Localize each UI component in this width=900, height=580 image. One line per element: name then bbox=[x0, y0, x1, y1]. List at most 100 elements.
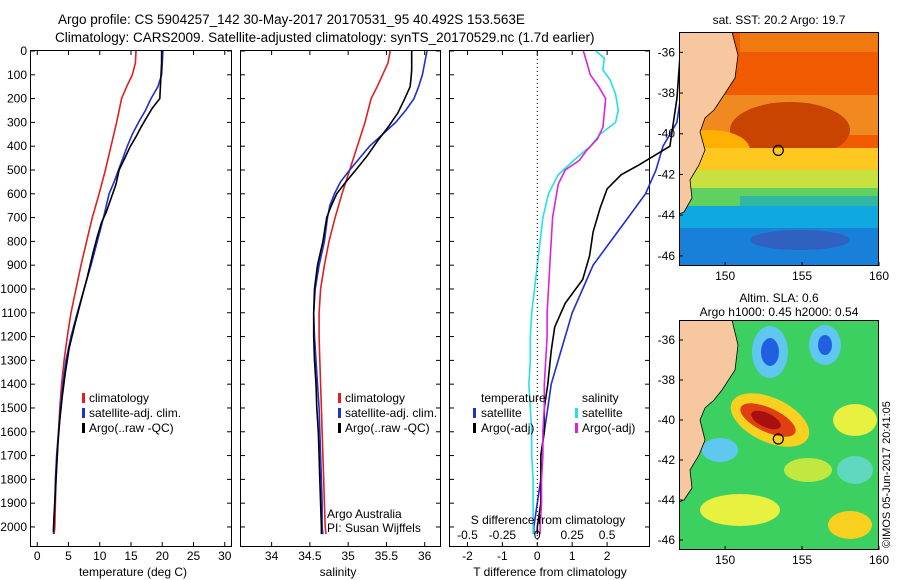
series-line-salinity-satellite bbox=[528, 50, 620, 535]
x-tick-label: 0 bbox=[34, 549, 41, 563]
legend-swatch-temp-argo bbox=[473, 423, 476, 433]
y-tick-label: 300 bbox=[7, 115, 27, 129]
x-tick-label: -2 bbox=[462, 549, 473, 563]
x-tick-label: 36 bbox=[418, 549, 432, 563]
y-tick-label: 200 bbox=[7, 92, 27, 106]
y-tick-label: 700 bbox=[7, 211, 27, 225]
sst-map-image bbox=[679, 32, 879, 266]
legend-clim-label: climatology bbox=[345, 391, 405, 405]
sla-map-subtitle: Argo h1000: 0.45 h2000: 0.54 bbox=[700, 305, 859, 319]
map-y-tick-label: -36 bbox=[658, 45, 676, 59]
y-tick-label: 1800 bbox=[0, 472, 27, 486]
s-tick-label: 0 bbox=[534, 528, 541, 542]
legend-sat-label: satellite-adj. clim. bbox=[345, 406, 437, 420]
series-line-climatology bbox=[53, 50, 137, 535]
x-tick-label: 34.5 bbox=[298, 549, 322, 563]
map-y-tick-label: -46 bbox=[658, 249, 676, 263]
x-tick-label: 10 bbox=[93, 549, 107, 563]
argo-position-marker bbox=[772, 433, 784, 445]
y-tick-label: 1100 bbox=[1, 306, 27, 320]
x-tick-label: 15 bbox=[124, 549, 138, 563]
legend-sat-label: satellite-adj. clim. bbox=[89, 406, 181, 420]
y-tick-label: 1900 bbox=[0, 496, 27, 510]
legend-sal-header: salinity bbox=[582, 391, 619, 405]
sst-map-ticks: 150 155 160 -36 -38 -40 -42 -44 -46 bbox=[658, 45, 890, 283]
difference-axes bbox=[449, 50, 650, 547]
map-x-tick-label: 160 bbox=[869, 269, 889, 283]
header-line2: Climatology: CARS2009. Satellite-adjuste… bbox=[55, 30, 595, 45]
y-tick-label: 800 bbox=[7, 234, 27, 248]
y-tick-label: 0 bbox=[20, 44, 27, 58]
y-tick-label: 1600 bbox=[0, 425, 27, 439]
legend-swatch-sal-sat bbox=[575, 408, 578, 418]
x-tick-label: 34 bbox=[265, 549, 279, 563]
map-y-tick-label: -44 bbox=[658, 493, 676, 507]
map-y-tick-label: -40 bbox=[658, 413, 676, 427]
x-tick-label: 1 bbox=[569, 549, 576, 563]
salinity-axes bbox=[240, 50, 441, 547]
s-tick-label: -0.25 bbox=[489, 528, 517, 542]
series-line-argo-raw-qc- bbox=[312, 51, 413, 535]
y-tick-label: 900 bbox=[7, 258, 27, 272]
sla-map-frame bbox=[679, 320, 879, 550]
y-tick-label: 1400 bbox=[0, 377, 27, 391]
legend-temp-sat: satellite bbox=[481, 406, 522, 420]
x-tick-label: 35 bbox=[341, 549, 355, 563]
temperature-legend: climatology satellite-adj. clim. Argo(..… bbox=[82, 391, 181, 435]
difference-plot: -2 -1 0 1 2 -0.5 -0.25 0 0.25 0.5 bbox=[450, 50, 689, 563]
temperature-plot: 0 5 10 15 20 25 300100200300400500600700800900… bbox=[0, 44, 231, 563]
map-x-tick-label: 155 bbox=[792, 553, 812, 567]
y-tick-label: 1000 bbox=[0, 282, 27, 296]
legend-argo-label: Argo(..raw -QC) bbox=[89, 421, 174, 435]
legend-swatch-sat bbox=[338, 408, 341, 418]
y-tick-label: 1700 bbox=[0, 449, 27, 463]
difference-legend-salinity: salinity satellite Argo(-adj) bbox=[575, 391, 635, 435]
x-tick-label: 20 bbox=[156, 549, 170, 563]
y-tick-label: 600 bbox=[7, 187, 27, 201]
y-tick-label: 100 bbox=[7, 68, 27, 82]
s-tick-label: 0.25 bbox=[561, 528, 585, 542]
x-tick-label: 35.5 bbox=[375, 549, 399, 563]
sla-map-image bbox=[679, 320, 879, 550]
map-y-tick-label: -38 bbox=[658, 373, 676, 387]
series-line-satellite-adj-clim- bbox=[52, 50, 164, 535]
map-y-tick-label: -40 bbox=[658, 127, 676, 141]
x-tick-label: 25 bbox=[187, 549, 201, 563]
x-tick-label: 5 bbox=[65, 549, 72, 563]
argo-position-marker bbox=[772, 144, 784, 156]
legend-swatch-sat bbox=[82, 408, 85, 418]
legend-swatch-temp-sat bbox=[473, 408, 476, 418]
legend-clim-label: climatology bbox=[89, 391, 149, 405]
legend-temp-argo: Argo(-adj) bbox=[481, 421, 534, 435]
legend-swatch-sal-argo bbox=[575, 423, 578, 433]
map-x-tick-label: 150 bbox=[715, 553, 735, 567]
map-y-tick-label: -38 bbox=[658, 86, 676, 100]
y-tick-label: 1300 bbox=[0, 353, 27, 367]
temperature-xlabel: temperature (deg C) bbox=[79, 565, 187, 579]
y-tick-label: 1200 bbox=[0, 330, 27, 344]
s-tick-label: -0.5 bbox=[457, 528, 478, 542]
map-y-tick-label: -46 bbox=[658, 533, 676, 547]
temperature-axes bbox=[30, 50, 232, 547]
legend-temp-header: temperature bbox=[481, 391, 546, 405]
map-x-tick-label: 155 bbox=[792, 269, 812, 283]
credit-institution: Argo Australia bbox=[327, 507, 402, 521]
y-tick-label: 400 bbox=[7, 139, 27, 153]
difference-top-label: S difference from climatology bbox=[471, 513, 626, 527]
y-tick-label: 1500 bbox=[0, 401, 27, 415]
legend-argo-label: Argo(..raw -QC) bbox=[345, 421, 430, 435]
s-tick-label: 0.5 bbox=[599, 528, 616, 542]
y-tick-label: 2000 bbox=[0, 520, 27, 534]
legend-swatch-argo bbox=[82, 423, 85, 433]
map-y-tick-label: -44 bbox=[658, 208, 676, 222]
sst-map-frame bbox=[679, 32, 879, 266]
legend-swatch-clim bbox=[82, 393, 85, 403]
sla-map-title: Altim. SLA: 0.6 bbox=[739, 291, 819, 305]
header-line1: Argo profile: CS 5904257_142 30-May-2017… bbox=[58, 12, 525, 27]
map-y-tick-label: -36 bbox=[658, 333, 676, 347]
salinity-legend: climatology satellite-adj. clim. Argo(..… bbox=[338, 391, 437, 435]
x-tick-label: 30 bbox=[218, 549, 232, 563]
legend-sal-argo: Argo(-adj) bbox=[582, 421, 635, 435]
x-tick-label: 2 bbox=[604, 549, 611, 563]
